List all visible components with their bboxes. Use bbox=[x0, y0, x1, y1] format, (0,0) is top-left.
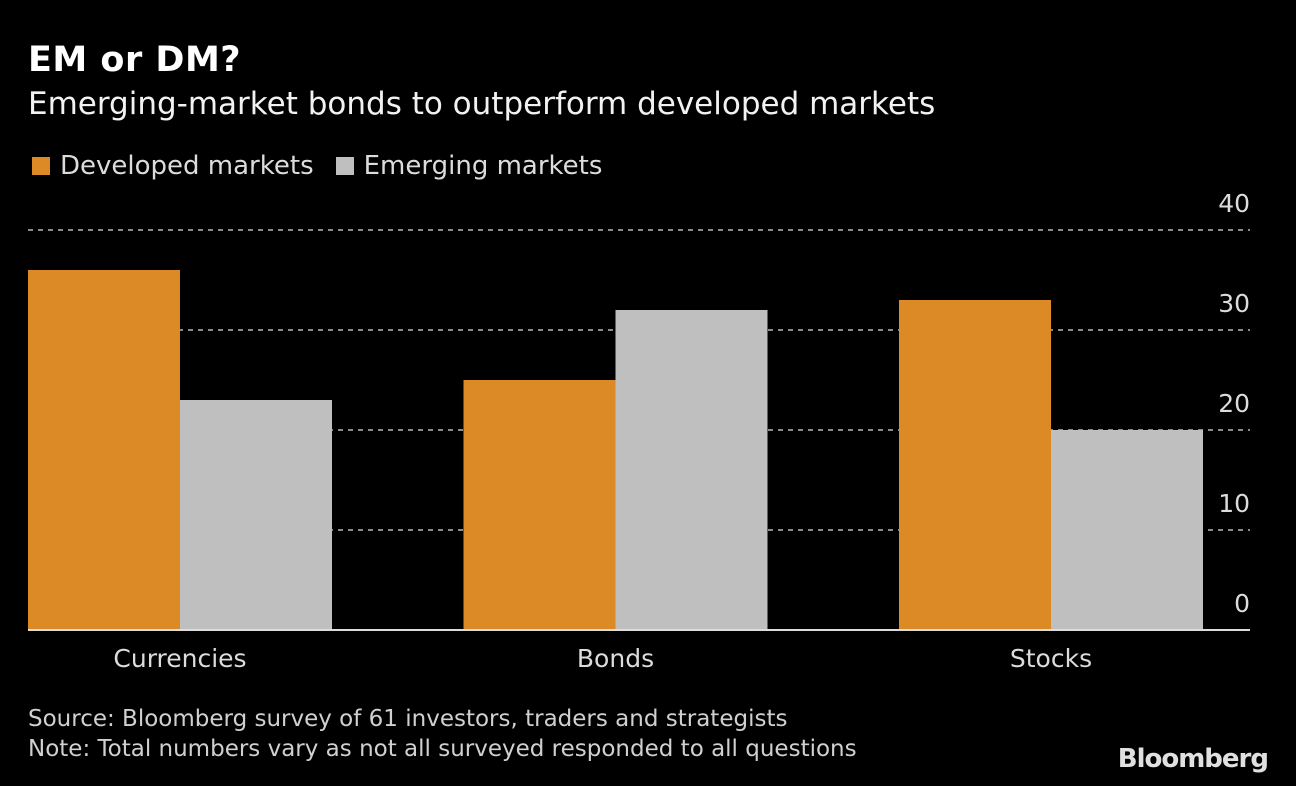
legend-swatch-emerging bbox=[335, 157, 354, 175]
bar-bonds-developed bbox=[463, 380, 616, 630]
bar-bonds-emerging bbox=[615, 310, 768, 630]
x-axis-labels: Currencies Bonds Stocks bbox=[113, 644, 1092, 673]
legend-item-developed: Developed markets bbox=[32, 151, 314, 181]
y-tick-label: 20 bbox=[1218, 389, 1250, 418]
y-tick-label: 0 bbox=[1234, 589, 1250, 618]
legend-label-emerging: Emerging markets bbox=[363, 151, 603, 181]
x-category-label: Currencies bbox=[113, 644, 246, 673]
bar-stocks-emerging bbox=[1051, 430, 1203, 630]
source-note: Source: Bloomberg survey of 61 investors… bbox=[28, 706, 788, 732]
bar-stocks-developed bbox=[899, 300, 1051, 630]
legend-swatch-developed bbox=[32, 157, 50, 175]
chart-title: EM or DM? bbox=[28, 40, 242, 80]
note-text: Note: Total numbers vary as not all surv… bbox=[28, 736, 857, 762]
x-category-label: Stocks bbox=[1010, 644, 1092, 673]
bar-currencies-emerging bbox=[180, 400, 332, 630]
legend-item-emerging: Emerging markets bbox=[335, 151, 603, 181]
legend-label-developed: Developed markets bbox=[60, 151, 314, 181]
y-axis-ticks: 0 10 20 30 40 bbox=[1218, 189, 1250, 618]
bloomberg-logo: Bloomberg bbox=[1117, 744, 1269, 774]
y-tick-label: 40 bbox=[1218, 189, 1250, 218]
x-category-label: Bonds bbox=[577, 644, 654, 673]
bars bbox=[28, 270, 1203, 630]
y-tick-label: 30 bbox=[1218, 289, 1250, 318]
chart-subtitle: Emerging-market bonds to outperform deve… bbox=[28, 86, 936, 122]
bar-currencies-developed bbox=[28, 270, 180, 630]
y-tick-label: 10 bbox=[1218, 489, 1250, 518]
footer: Source: Bloomberg survey of 61 investors… bbox=[28, 704, 857, 764]
legend: Developed markets Emerging markets bbox=[32, 151, 624, 181]
